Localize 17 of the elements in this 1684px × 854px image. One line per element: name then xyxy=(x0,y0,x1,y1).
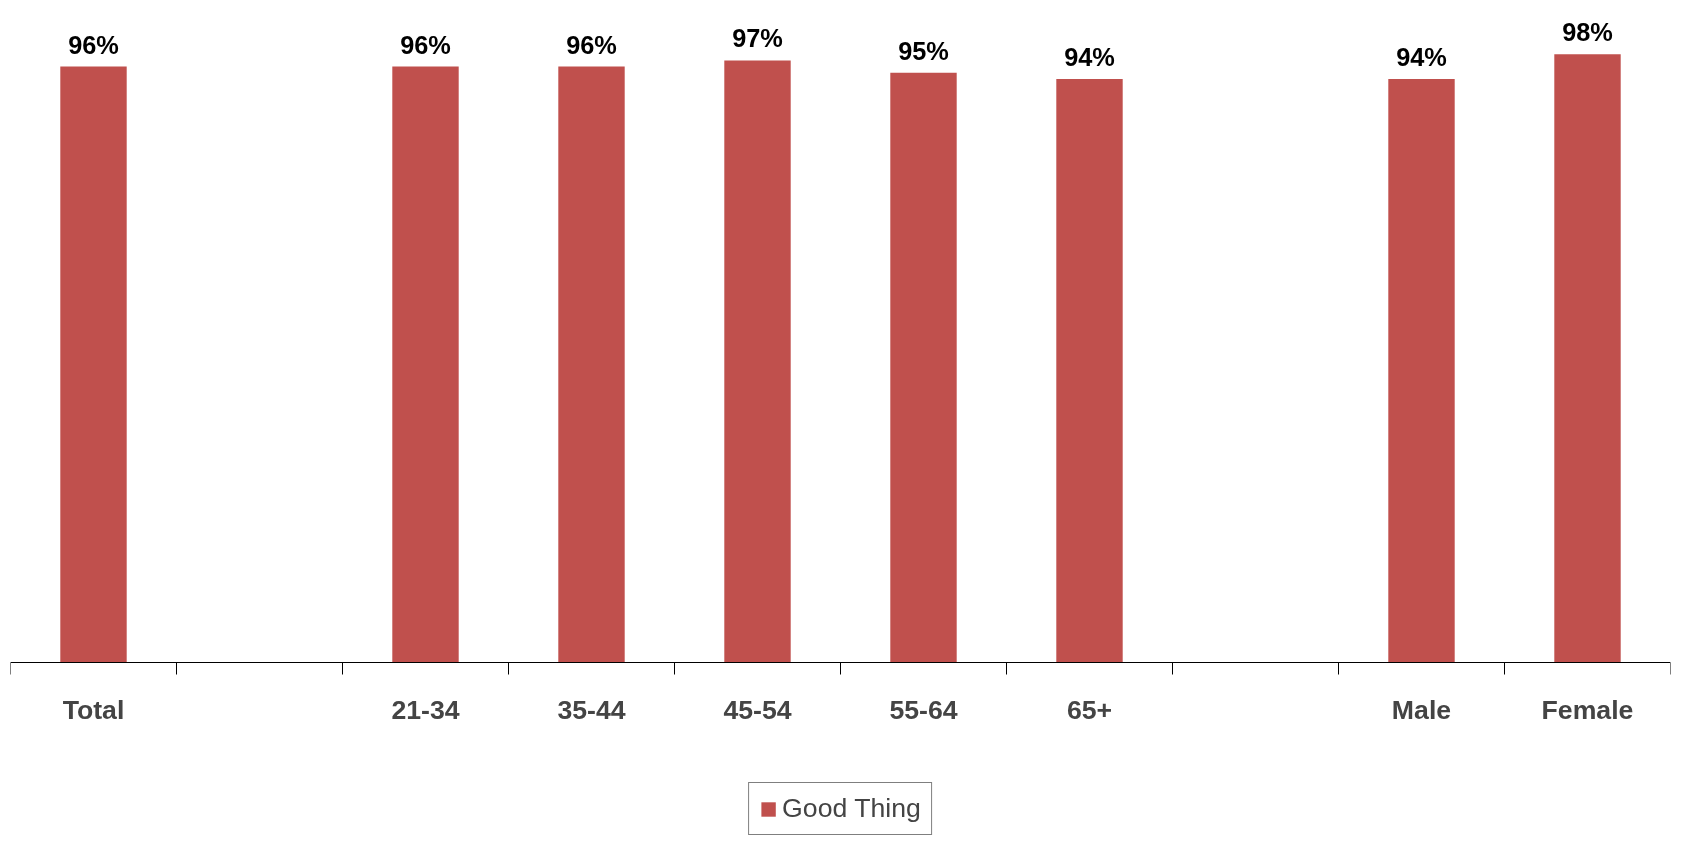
data-label: 94% xyxy=(1396,43,1447,72)
data-label: 95% xyxy=(898,36,949,65)
x-tick-label: Female xyxy=(1541,694,1634,725)
x-tick-label: 35-44 xyxy=(557,694,626,725)
x-tick-label: 55-64 xyxy=(889,694,958,725)
data-label: 96% xyxy=(400,30,451,59)
data-label: 96% xyxy=(566,30,617,59)
data-label: 98% xyxy=(1562,18,1613,47)
x-tick-label: 45-54 xyxy=(723,694,792,725)
x-tick-label: 21-34 xyxy=(391,694,460,725)
x-tick-label: 65+ xyxy=(1066,694,1113,725)
legend-label: Good Thing xyxy=(782,793,921,824)
data-label: 96% xyxy=(68,30,119,59)
data-label: 97% xyxy=(732,24,783,53)
data-label: 94% xyxy=(1064,43,1115,72)
x-tick-label: Male xyxy=(1391,694,1452,725)
x-tick-label: Total xyxy=(62,694,125,725)
